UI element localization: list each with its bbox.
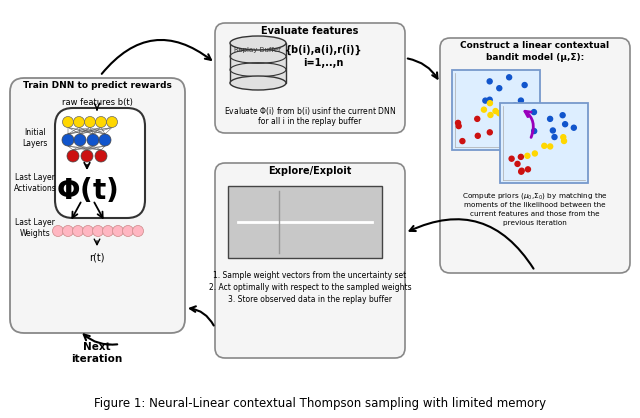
Text: current features and those from the: current features and those from the (470, 211, 600, 217)
Circle shape (476, 133, 480, 138)
Bar (230, 43, 286, 83)
Circle shape (561, 135, 566, 140)
Text: 1. Sample weight vectors from the uncertainty set: 1. Sample weight vectors from the uncert… (213, 270, 406, 280)
Circle shape (488, 112, 493, 117)
Circle shape (456, 120, 461, 125)
Circle shape (74, 134, 86, 146)
FancyBboxPatch shape (10, 78, 185, 333)
Text: r(t): r(t) (89, 253, 105, 263)
Circle shape (532, 151, 538, 156)
Circle shape (488, 101, 492, 106)
Circle shape (81, 150, 93, 162)
Circle shape (62, 134, 74, 146)
FancyBboxPatch shape (228, 186, 382, 258)
Circle shape (487, 130, 492, 135)
Circle shape (72, 225, 83, 237)
Text: Next
iteration: Next iteration (72, 342, 123, 364)
Circle shape (519, 168, 524, 173)
Circle shape (525, 167, 531, 172)
Circle shape (460, 139, 465, 144)
FancyBboxPatch shape (55, 108, 145, 218)
Circle shape (497, 111, 502, 116)
FancyBboxPatch shape (215, 163, 405, 358)
Circle shape (63, 225, 74, 237)
Circle shape (531, 110, 536, 115)
Circle shape (67, 150, 79, 162)
Circle shape (497, 86, 502, 91)
Circle shape (63, 117, 74, 127)
Circle shape (525, 153, 530, 158)
Circle shape (87, 134, 99, 146)
Circle shape (572, 125, 577, 130)
Text: Evaluate features: Evaluate features (261, 26, 358, 36)
Text: Construct a linear contextual: Construct a linear contextual (460, 41, 609, 51)
Ellipse shape (230, 76, 286, 90)
Text: Initial
Layers: Initial Layers (22, 128, 48, 148)
Circle shape (522, 82, 527, 87)
Circle shape (52, 225, 63, 237)
Circle shape (507, 75, 511, 80)
Text: Replay Buffer: Replay Buffer (234, 47, 282, 53)
Circle shape (532, 129, 537, 134)
Circle shape (456, 124, 461, 129)
Circle shape (93, 225, 104, 237)
Circle shape (560, 113, 565, 118)
Circle shape (95, 150, 107, 162)
Circle shape (552, 135, 557, 140)
FancyBboxPatch shape (440, 38, 630, 273)
Ellipse shape (230, 36, 286, 50)
Circle shape (102, 225, 113, 237)
Circle shape (487, 97, 492, 102)
Circle shape (542, 143, 547, 148)
Circle shape (515, 161, 520, 166)
FancyBboxPatch shape (215, 23, 405, 133)
Circle shape (99, 134, 111, 146)
Circle shape (483, 98, 488, 103)
Text: $\mathbf{\Phi}$(t): $\mathbf{\Phi}$(t) (56, 176, 118, 204)
Circle shape (550, 128, 556, 133)
Text: Last Layer
Activations: Last Layer Activations (13, 173, 56, 193)
Circle shape (500, 115, 505, 120)
Text: i=1,..,n: i=1,..,n (303, 58, 343, 68)
FancyBboxPatch shape (452, 70, 540, 150)
Text: Figure 1: Neural-Linear contextual Thompson sampling with limited memory: Figure 1: Neural-Linear contextual Thomp… (94, 397, 546, 410)
Circle shape (561, 138, 566, 143)
Circle shape (518, 98, 524, 103)
Circle shape (106, 117, 118, 127)
Circle shape (83, 225, 93, 237)
Text: Explore/Exploit: Explore/Exploit (268, 166, 352, 176)
Text: Compute priors ($\mu_0$,$\Sigma_0$) by matching the: Compute priors ($\mu_0$,$\Sigma_0$) by m… (462, 191, 608, 201)
FancyBboxPatch shape (500, 103, 588, 183)
Circle shape (74, 117, 84, 127)
Text: moments of the likelihood between the: moments of the likelihood between the (464, 202, 606, 208)
Circle shape (481, 107, 486, 112)
Text: raw features b(t): raw features b(t) (61, 97, 132, 107)
Text: Train DNN to predict rewards: Train DNN to predict rewards (22, 82, 172, 91)
Circle shape (548, 144, 553, 149)
Circle shape (113, 225, 124, 237)
Circle shape (487, 79, 492, 84)
Text: for all i in the replay buffer: for all i in the replay buffer (259, 117, 362, 125)
Circle shape (84, 117, 95, 127)
Text: Last Layer
Weights: Last Layer Weights (15, 218, 55, 238)
Circle shape (548, 116, 552, 121)
Circle shape (122, 225, 134, 237)
Circle shape (475, 116, 480, 121)
Circle shape (509, 156, 514, 161)
Text: 2. Act optimally with respect to the sampled weights: 2. Act optimally with respect to the sam… (209, 283, 412, 291)
Text: 3. Store observed data in the replay buffer: 3. Store observed data in the replay buf… (228, 295, 392, 303)
Text: bandit model (μ,Σ):: bandit model (μ,Σ): (486, 53, 584, 61)
Circle shape (493, 109, 498, 114)
Text: {b(i),a(i),r(i)}: {b(i),a(i),r(i)} (284, 45, 362, 55)
Text: Evaluate $\Phi$(i) from b(i) usinf the current DNN: Evaluate $\Phi$(i) from b(i) usinf the c… (224, 105, 396, 117)
Circle shape (518, 154, 524, 159)
Circle shape (518, 169, 524, 174)
Text: previous iteration: previous iteration (503, 220, 567, 226)
Circle shape (132, 225, 143, 237)
Circle shape (95, 117, 106, 127)
Circle shape (513, 103, 518, 108)
Circle shape (563, 122, 568, 127)
